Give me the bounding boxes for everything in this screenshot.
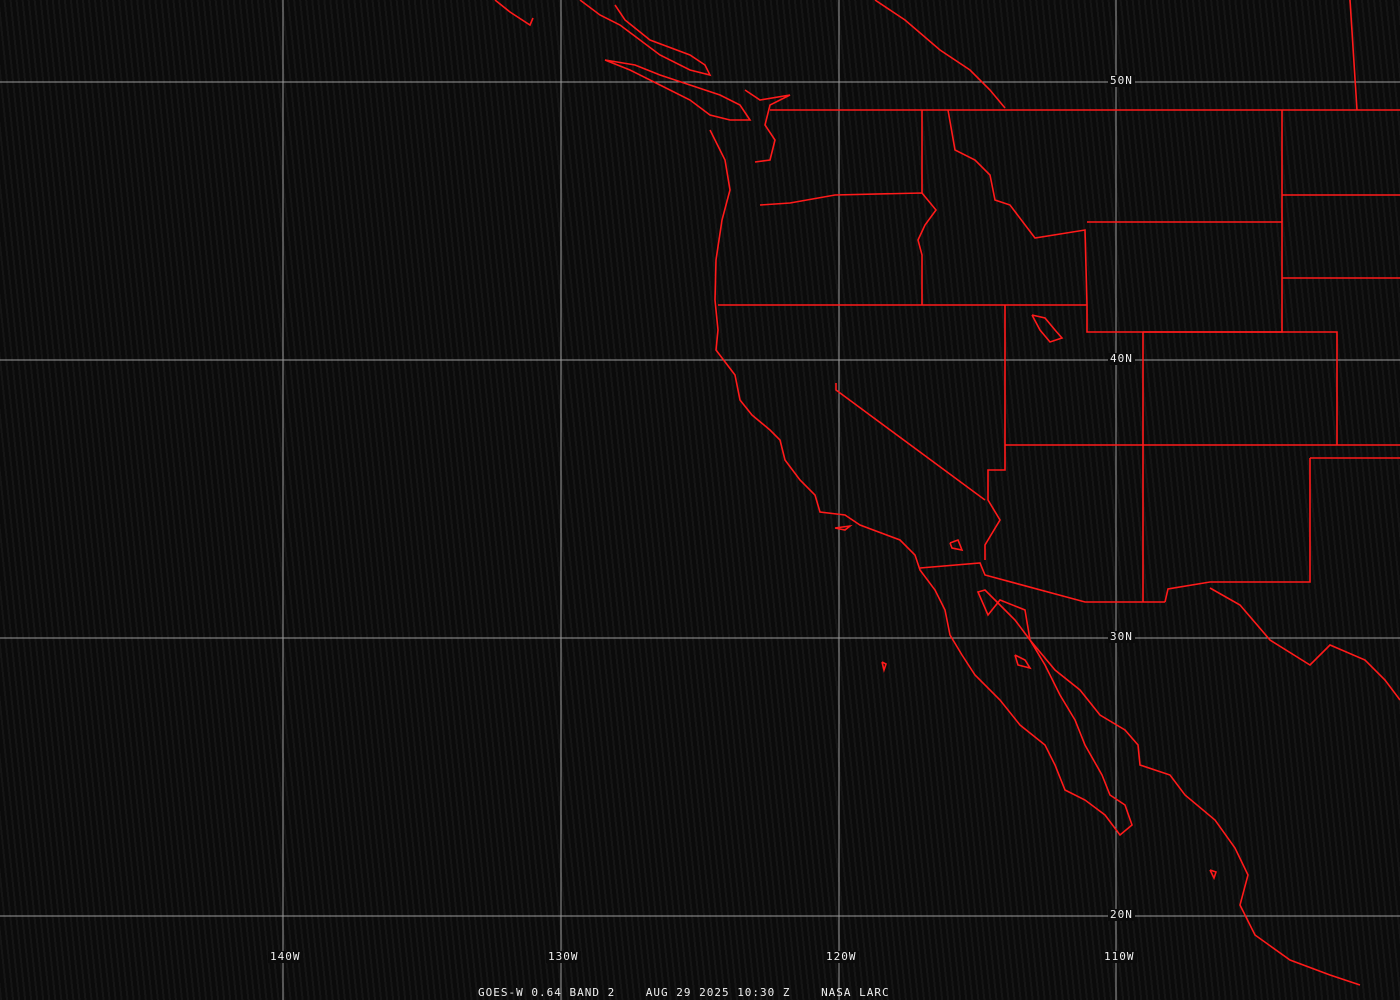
- pacific-coastline: [709, 129, 1361, 986]
- lon-label-130w: 130W: [546, 950, 581, 963]
- coastline-west: [494, 0, 534, 27]
- vancouver-island: [604, 59, 752, 121]
- lon-label-110w: 110W: [1102, 950, 1137, 963]
- caption-satellite: GOES-W 0.64 BAND 2: [478, 986, 616, 999]
- nd-border: [1349, 0, 1358, 111]
- great-salt-lake: [1031, 314, 1064, 343]
- ca-nv-border: [835, 383, 986, 501]
- lat-label-20n: 20N: [1108, 908, 1135, 921]
- image-caption: GOES-W 0.64 BAND 2 AUG 29 2025 10:30 Z N…: [478, 986, 890, 999]
- lat-label-40n: 40N: [1108, 352, 1135, 365]
- lon-label-140w: 140W: [268, 950, 303, 963]
- nv-east-border: [984, 305, 1006, 560]
- mexico-border: [919, 562, 1165, 603]
- nm-border: [1164, 458, 1311, 603]
- salton-sea: [949, 538, 964, 552]
- wa-or-border: [759, 192, 938, 305]
- id-mt-border: [947, 109, 1088, 306]
- political-boundaries: [494, 0, 1400, 986]
- gulf-islands: [1014, 654, 1032, 670]
- ut-co-border: [1143, 331, 1338, 445]
- canada-us-border-east: [874, 0, 1006, 109]
- channel-islands: [834, 524, 853, 531]
- lon-label-120w: 120W: [824, 950, 859, 963]
- caption-datetime: AUG 29 2025 10:30 Z: [645, 986, 791, 999]
- lat-label-30n: 30N: [1108, 630, 1135, 643]
- lat-label-50n: 50N: [1108, 74, 1135, 87]
- rio-grande: [1209, 587, 1400, 701]
- coastline-bc: [579, 0, 712, 77]
- island-revillagigedo: [1209, 869, 1218, 881]
- caption-source: NASA LARC: [821, 986, 890, 999]
- puget-sound: [744, 89, 791, 163]
- island-guadalupe: [881, 661, 887, 673]
